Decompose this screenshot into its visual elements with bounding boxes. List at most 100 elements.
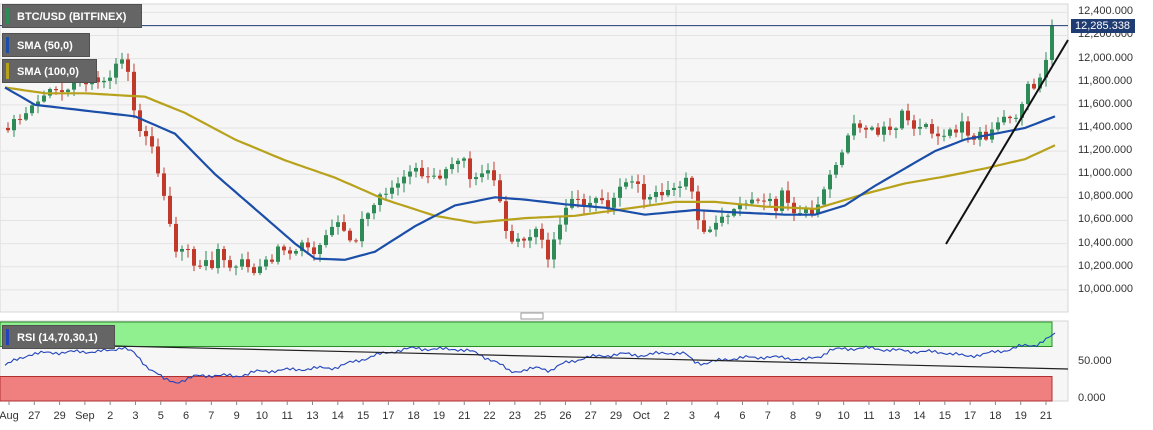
rsi-legend-swatch (6, 329, 9, 345)
x-tick-label: 18 (989, 410, 1002, 422)
x-tick-label: 10 (255, 410, 269, 422)
rsi-zones (0, 321, 1053, 402)
candle-body (402, 176, 406, 184)
x-tick-label: 3 (132, 410, 139, 422)
x-tick-label: 29 (53, 410, 66, 422)
x-tick-label: 7 (764, 410, 771, 422)
candle-body (582, 199, 586, 207)
price-tick-label: 11,600.000 (1078, 97, 1133, 110)
price-tick-label: 10,800.000 (1078, 190, 1134, 203)
candle-body (624, 182, 628, 187)
candle-body (126, 59, 130, 72)
x-tick-label: 19 (1014, 410, 1027, 422)
x-tick-label: 26 (559, 410, 572, 422)
candle-body (300, 242, 304, 251)
candle-body (342, 222, 346, 231)
candle-body (138, 110, 142, 132)
candle-body (1044, 59, 1048, 78)
candle-body (66, 89, 70, 92)
rsi-tick-label: 0.000 (1078, 392, 1106, 404)
x-tick-label: 29 (609, 410, 623, 422)
candle-body (396, 183, 400, 188)
candle-body (1032, 83, 1036, 89)
candle-body (750, 199, 754, 204)
candle-body (762, 200, 766, 202)
candle-body (246, 259, 250, 268)
candle-body (258, 266, 262, 274)
candle-body (348, 230, 352, 241)
candle-body (390, 187, 394, 194)
candle-body (528, 237, 532, 241)
candle-body (612, 197, 616, 208)
candle-body (1014, 117, 1018, 119)
candle-body (882, 126, 886, 135)
candle-body (516, 238, 520, 242)
candle-body (102, 80, 106, 83)
sma50-line (4, 86, 1056, 261)
candle-body (180, 248, 184, 252)
rsi-overbought-zone (0, 321, 1053, 347)
candle-body (714, 222, 718, 230)
candle-body (450, 164, 454, 170)
x-tick-label: Aug (0, 410, 19, 422)
x-tick-label: 13 (888, 410, 901, 422)
candle-body (702, 220, 706, 232)
x-axis (8, 401, 1047, 405)
candle-body (498, 180, 502, 202)
price-legend-swatch (6, 8, 9, 24)
candle-body (198, 265, 202, 267)
x-tick-label: 3 (688, 410, 695, 422)
candle-body (186, 248, 190, 250)
candle-body (546, 239, 550, 260)
candle-body (336, 222, 340, 227)
candle-body (6, 127, 10, 131)
candle-body (486, 170, 490, 174)
rsi-trend-line (114, 345, 1069, 370)
candle-body (540, 228, 544, 240)
price-legend[interactable]: BTC/USD (BITFINEX) (2, 4, 142, 28)
price-tick-label: 10,000.000 (1078, 282, 1134, 295)
candle-body (876, 127, 880, 135)
candle-body (324, 235, 328, 246)
candle-body (666, 189, 670, 196)
x-tick-label: 13 (306, 410, 319, 422)
candle-body (108, 77, 112, 81)
candle-body (1008, 116, 1012, 119)
candle-body (192, 249, 196, 266)
candle-body (858, 123, 862, 128)
candle-body (144, 131, 148, 137)
candle-body (12, 119, 16, 131)
candle-body (264, 259, 268, 267)
candle-body (30, 105, 34, 114)
candle-body (294, 250, 298, 254)
candle-body (534, 228, 538, 238)
candle-body (834, 164, 838, 175)
x-tick-label: 15 (938, 410, 951, 422)
rsi-oversold-zone (0, 376, 1053, 402)
candle-body (360, 218, 364, 242)
x-tick-label: 21 (458, 410, 471, 422)
price-panel-bg (0, 3, 1069, 313)
sma100-legend[interactable]: SMA (100,0) (2, 59, 97, 83)
candle-body (630, 181, 634, 183)
candle-body (318, 245, 322, 255)
candle-body (210, 260, 214, 269)
candle-body (906, 110, 910, 121)
candle-body (354, 240, 358, 242)
candle-body (234, 266, 238, 268)
candle-body (948, 129, 952, 136)
x-tick-label: 14 (331, 410, 344, 422)
candle-body (468, 158, 472, 180)
candle-body (150, 136, 154, 147)
panel-resize-handle[interactable] (520, 312, 544, 320)
rsi-line (4, 332, 1056, 384)
rsi-legend[interactable]: RSI (14,70,30,1) (2, 325, 115, 349)
price-tick-label: 11,200.000 (1078, 144, 1133, 157)
candle-body (474, 177, 478, 180)
sma50-legend[interactable]: SMA (50,0) (2, 33, 90, 57)
x-tick-label: 5 (157, 410, 164, 422)
candle-body (36, 101, 40, 106)
candle-body (312, 247, 316, 255)
candle-body (1002, 116, 1006, 123)
